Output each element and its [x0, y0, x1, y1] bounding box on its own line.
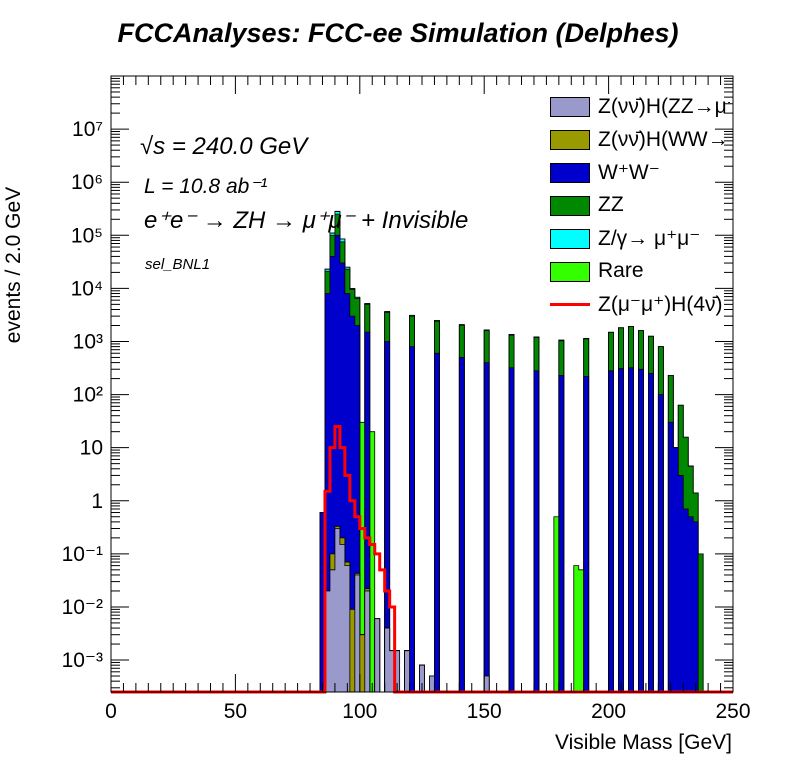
legend-item: Z(νν̄)H(WW→μ⁺νμ⁻ν)	[548, 125, 730, 155]
x-tick-label: 50	[224, 700, 247, 723]
x-tick-label: 250	[715, 700, 750, 723]
process-annotation: e⁺e⁻ → ZH → μ⁺μ⁻ + Invisible	[144, 207, 469, 234]
y-tick-label: 10⁴	[71, 277, 103, 300]
chart-title: FCCAnalyses: FCC-ee Simulation (Delphes)	[117, 18, 679, 48]
legend-label: ZZ	[598, 193, 624, 216]
legend-swatch	[550, 229, 590, 249]
y-tick-label: 10⁻³	[62, 649, 103, 672]
y-tick-label: 10³	[73, 330, 103, 353]
legend-item: ZZ	[548, 191, 730, 221]
legend-label: W⁺W⁻	[598, 161, 660, 184]
legend-swatch	[550, 163, 590, 183]
legend-item: W⁺W⁻	[548, 158, 730, 188]
y-tick-label: 1	[91, 490, 103, 513]
legend: Z(νν̄)H(ZZ→μ⁺μ⁻ν⁺ν⁻) Z(νν̄)H(WW→μ⁺νμ⁻ν) W⁺…	[548, 92, 730, 324]
legend-line-swatch	[550, 303, 590, 306]
y-tick-label: 10⁶	[71, 171, 103, 194]
legend-label: Z(μ⁻μ⁺)H(4ν̄)	[598, 293, 723, 316]
legend-item: Z(μ⁻μ⁺)H(4ν̄)	[548, 290, 730, 320]
legend-label: Z/γ→ μ⁺μ⁻	[598, 227, 701, 250]
legend-item: Rare	[548, 257, 730, 287]
y-tick-label: 10⁵	[71, 224, 103, 247]
legend-label: Z(νν̄)H(WW→μ⁺νμ⁻ν)	[598, 128, 730, 151]
selection-annotation: sel_BNL1	[145, 256, 211, 273]
legend-swatch	[550, 196, 590, 216]
legend-label: Z(νν̄)H(ZZ→μ⁺μ⁻ν⁺ν⁻)	[598, 95, 730, 118]
legend-swatch	[550, 97, 590, 117]
y-axis-label: events / 2.0 GeV	[2, 186, 25, 344]
legend-label: Rare	[598, 259, 644, 282]
y-tick-label: 10⁻²	[62, 596, 103, 619]
y-tick-label: 10	[80, 437, 103, 460]
legend-swatch	[550, 130, 590, 150]
x-tick-label: 0	[105, 700, 117, 723]
x-tick-label: 200	[591, 700, 626, 723]
y-tick-label: 10⁷	[72, 118, 103, 141]
legend-item: Z(νν̄)H(ZZ→μ⁺μ⁻ν⁺ν⁻)	[548, 92, 730, 122]
y-tick-label: 10⁻¹	[62, 543, 103, 566]
sqrt-s-annotation: √s = 240.0 GeV	[140, 133, 308, 160]
y-tick-label: 10²	[73, 384, 103, 407]
x-tick-label: 100	[342, 700, 377, 723]
luminosity-annotation: L = 10.8 ab⁻¹	[144, 175, 268, 198]
x-tick-label: 150	[467, 700, 502, 723]
x-axis-label: Visible Mass [GeV]	[554, 731, 732, 754]
legend-swatch	[550, 262, 590, 282]
legend-item: Z/γ→ μ⁺μ⁻	[548, 224, 730, 254]
